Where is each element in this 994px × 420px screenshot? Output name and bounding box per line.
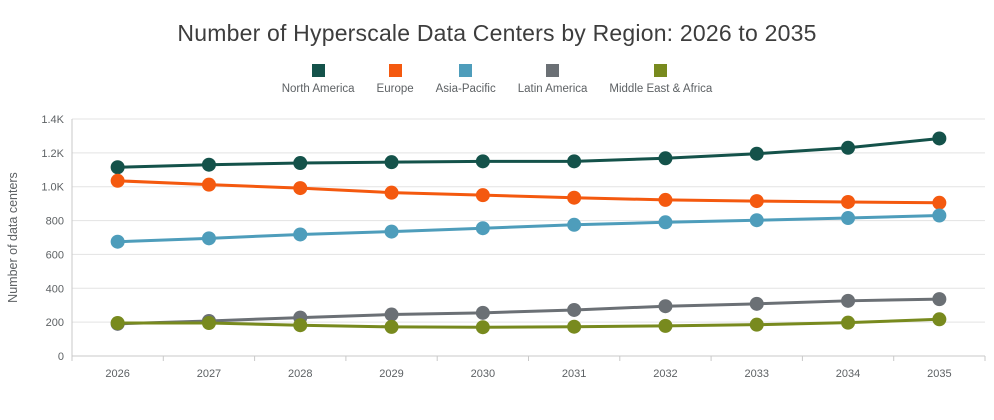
legend-swatch-europe: [388, 64, 402, 77]
legend-swatch-middle-east-africa: [654, 64, 668, 77]
data-point-latin-america-2031: [567, 302, 582, 317]
data-point-asia-pacific-2033: [749, 213, 764, 228]
legend-label: Europe: [376, 83, 414, 95]
data-point-europe-2029: [384, 185, 399, 200]
data-point-latin-america-2035: [932, 292, 947, 307]
series-middle-east-africa: [110, 312, 947, 335]
x-axis-tick-label: 2030: [471, 368, 495, 380]
data-point-europe-2032: [658, 192, 673, 207]
legend-item-middle-east-africa[interactable]: Middle East & Africa: [609, 64, 712, 95]
data-point-europe-2034: [841, 194, 856, 209]
data-point-middle-east-africa-2028: [293, 318, 308, 333]
data-point-asia-pacific-2035: [932, 208, 947, 223]
y-axis-tick-label: 200: [46, 317, 64, 329]
x-axis-tick-label: 2033: [745, 368, 769, 380]
y-axis-tick-label: 1.2K: [41, 148, 64, 160]
series-line-europe: [117, 179, 940, 205]
data-point-europe-2033: [749, 194, 764, 209]
x-axis-tick-label: 2035: [927, 368, 951, 380]
series-europe: [110, 173, 947, 210]
data-point-asia-pacific-2032: [658, 215, 673, 230]
data-point-latin-america-2034: [841, 293, 856, 308]
data-point-north-america-2035: [932, 131, 947, 146]
series-north-america: [110, 131, 947, 175]
data-point-latin-america-2029: [384, 307, 399, 322]
data-point-middle-east-africa-2029: [384, 319, 399, 334]
data-point-latin-america-2032: [658, 299, 673, 314]
legend-label: Latin America: [517, 83, 588, 95]
data-point-middle-east-africa-2027: [201, 315, 216, 330]
legend-item-europe[interactable]: Europe: [377, 64, 414, 95]
data-point-europe-2028: [293, 181, 308, 196]
data-point-middle-east-africa-2033: [749, 317, 764, 332]
data-point-asia-pacific-2026: [110, 234, 125, 249]
data-point-asia-pacific-2029: [384, 224, 399, 239]
series-asia-pacific: [110, 208, 947, 249]
data-point-middle-east-africa-2031: [567, 319, 582, 334]
x-axis-tick-label: 2031: [562, 368, 586, 380]
legend-swatch-north-america: [311, 64, 325, 77]
data-point-asia-pacific-2028: [293, 227, 308, 242]
legend-label: Asia-Pacific: [435, 83, 496, 95]
legend-label: Middle East & Africa: [609, 83, 713, 95]
data-point-middle-east-africa-2035: [932, 312, 947, 327]
legend-item-asia-pacific[interactable]: Asia-Pacific: [436, 64, 496, 95]
data-point-europe-2026: [110, 173, 125, 188]
y-axis-tick-label: 1.4K: [41, 114, 64, 126]
x-axis-tick-label: 2029: [379, 368, 403, 380]
series-line-latin-america: [117, 297, 940, 326]
x-axis-tick-label: 2032: [653, 368, 677, 380]
data-point-middle-east-africa-2026: [110, 315, 125, 330]
x-axis-tick-label: 2027: [197, 368, 221, 380]
x-axis-tick-label: 2028: [288, 368, 312, 380]
legend-item-latin-america[interactable]: Latin America: [517, 64, 588, 95]
series-line-asia-pacific: [117, 213, 940, 244]
y-axis-tick-label: 0: [58, 351, 64, 363]
y-axis-tick-label: 600: [46, 249, 64, 261]
data-point-asia-pacific-2034: [841, 211, 856, 226]
data-point-middle-east-africa-2030: [475, 320, 490, 335]
data-point-europe-2035: [932, 195, 947, 210]
chart-title: Number of Hyperscale Data Centers by Reg…: [177, 20, 817, 46]
data-point-latin-america-2030: [475, 305, 490, 320]
data-point-north-america-2026: [110, 160, 125, 175]
data-point-north-america-2028: [293, 156, 308, 171]
y-axis-title: Number of data centers: [6, 172, 20, 303]
data-point-asia-pacific-2030: [475, 221, 490, 236]
x-axis-tick-label: 2034: [836, 368, 860, 380]
data-point-middle-east-africa-2032: [658, 318, 673, 333]
data-point-north-america-2033: [749, 146, 764, 161]
data-point-north-america-2034: [841, 140, 856, 155]
data-point-north-america-2029: [384, 155, 399, 170]
data-point-europe-2027: [201, 177, 216, 192]
data-point-europe-2030: [475, 188, 490, 203]
data-point-north-america-2027: [201, 157, 216, 172]
data-point-asia-pacific-2031: [567, 217, 582, 232]
legend: North America Europe Asia-Pacific Latin Ame…: [0, 64, 994, 95]
y-axis-tick-label: 800: [46, 216, 64, 228]
legend-label: North America: [281, 83, 355, 95]
y-axis-tick-label: 1.0K: [41, 182, 64, 194]
legend-swatch-latin-america: [546, 64, 560, 77]
data-point-north-america-2030: [475, 154, 490, 169]
data-point-north-america-2032: [658, 151, 673, 166]
series-line-middle-east-africa: [117, 317, 940, 329]
legend-swatch-asia-pacific: [459, 64, 473, 77]
y-axis-tick-label: 400: [46, 283, 64, 295]
series-line-north-america: [117, 136, 940, 169]
data-point-middle-east-africa-2034: [841, 315, 856, 330]
data-point-latin-america-2033: [749, 296, 764, 311]
x-axis-tick-label: 2026: [105, 368, 129, 380]
data-point-europe-2031: [567, 190, 582, 205]
data-point-asia-pacific-2027: [201, 231, 216, 246]
data-point-north-america-2031: [567, 154, 582, 169]
legend-item-north-america[interactable]: North America: [282, 64, 355, 95]
